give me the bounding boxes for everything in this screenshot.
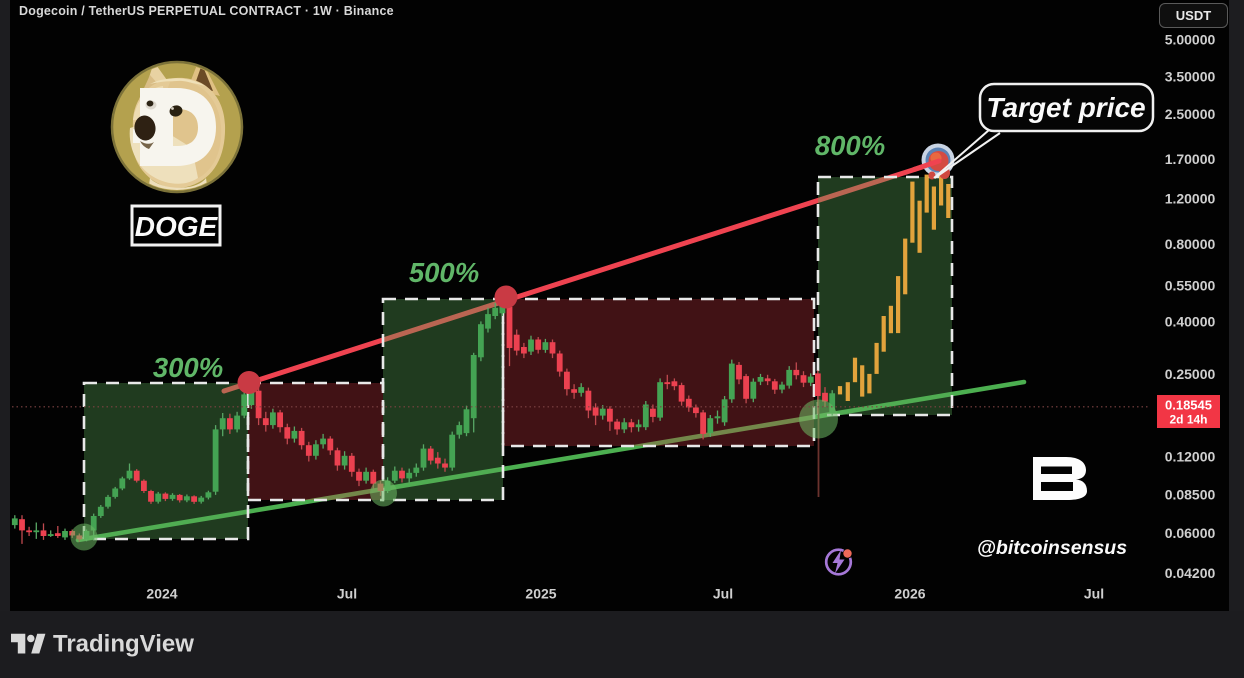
svg-text:0.08500: 0.08500 bbox=[1165, 486, 1216, 502]
svg-text:300%: 300% bbox=[153, 352, 223, 383]
svg-text:3.50000: 3.50000 bbox=[1165, 69, 1216, 85]
svg-text:0.40000: 0.40000 bbox=[1165, 314, 1216, 330]
svg-text:2024: 2024 bbox=[146, 586, 177, 602]
svg-text:0.06000: 0.06000 bbox=[1165, 525, 1216, 541]
svg-text:2026: 2026 bbox=[894, 586, 925, 602]
svg-text:0.04200: 0.04200 bbox=[1165, 565, 1216, 581]
svg-text:Target price: Target price bbox=[986, 92, 1145, 123]
svg-text:1.20000: 1.20000 bbox=[1165, 190, 1216, 206]
svg-text:2.50000: 2.50000 bbox=[1165, 106, 1216, 122]
svg-text:0.18545: 0.18545 bbox=[1165, 398, 1212, 413]
svg-text:Jul: Jul bbox=[337, 586, 357, 602]
svg-text:800%: 800% bbox=[815, 130, 885, 161]
svg-text:500%: 500% bbox=[409, 257, 479, 288]
svg-text:0.80000: 0.80000 bbox=[1165, 236, 1216, 252]
svg-text:2d 14h: 2d 14h bbox=[1169, 413, 1207, 427]
svg-text:1.70000: 1.70000 bbox=[1165, 151, 1216, 167]
svg-text:0.12000: 0.12000 bbox=[1165, 448, 1216, 464]
svg-text:TradingView: TradingView bbox=[53, 631, 194, 658]
svg-text:0.55000: 0.55000 bbox=[1165, 278, 1216, 294]
svg-text:Jul: Jul bbox=[1084, 586, 1104, 602]
svg-text:0.25000: 0.25000 bbox=[1165, 366, 1216, 382]
svg-text:DOGE: DOGE bbox=[135, 211, 219, 242]
svg-text:5.00000: 5.00000 bbox=[1165, 32, 1216, 48]
svg-text:@bitcoinsensus: @bitcoinsensus bbox=[977, 537, 1127, 559]
svg-text:Jul: Jul bbox=[713, 586, 733, 602]
svg-text:2025: 2025 bbox=[525, 586, 556, 602]
